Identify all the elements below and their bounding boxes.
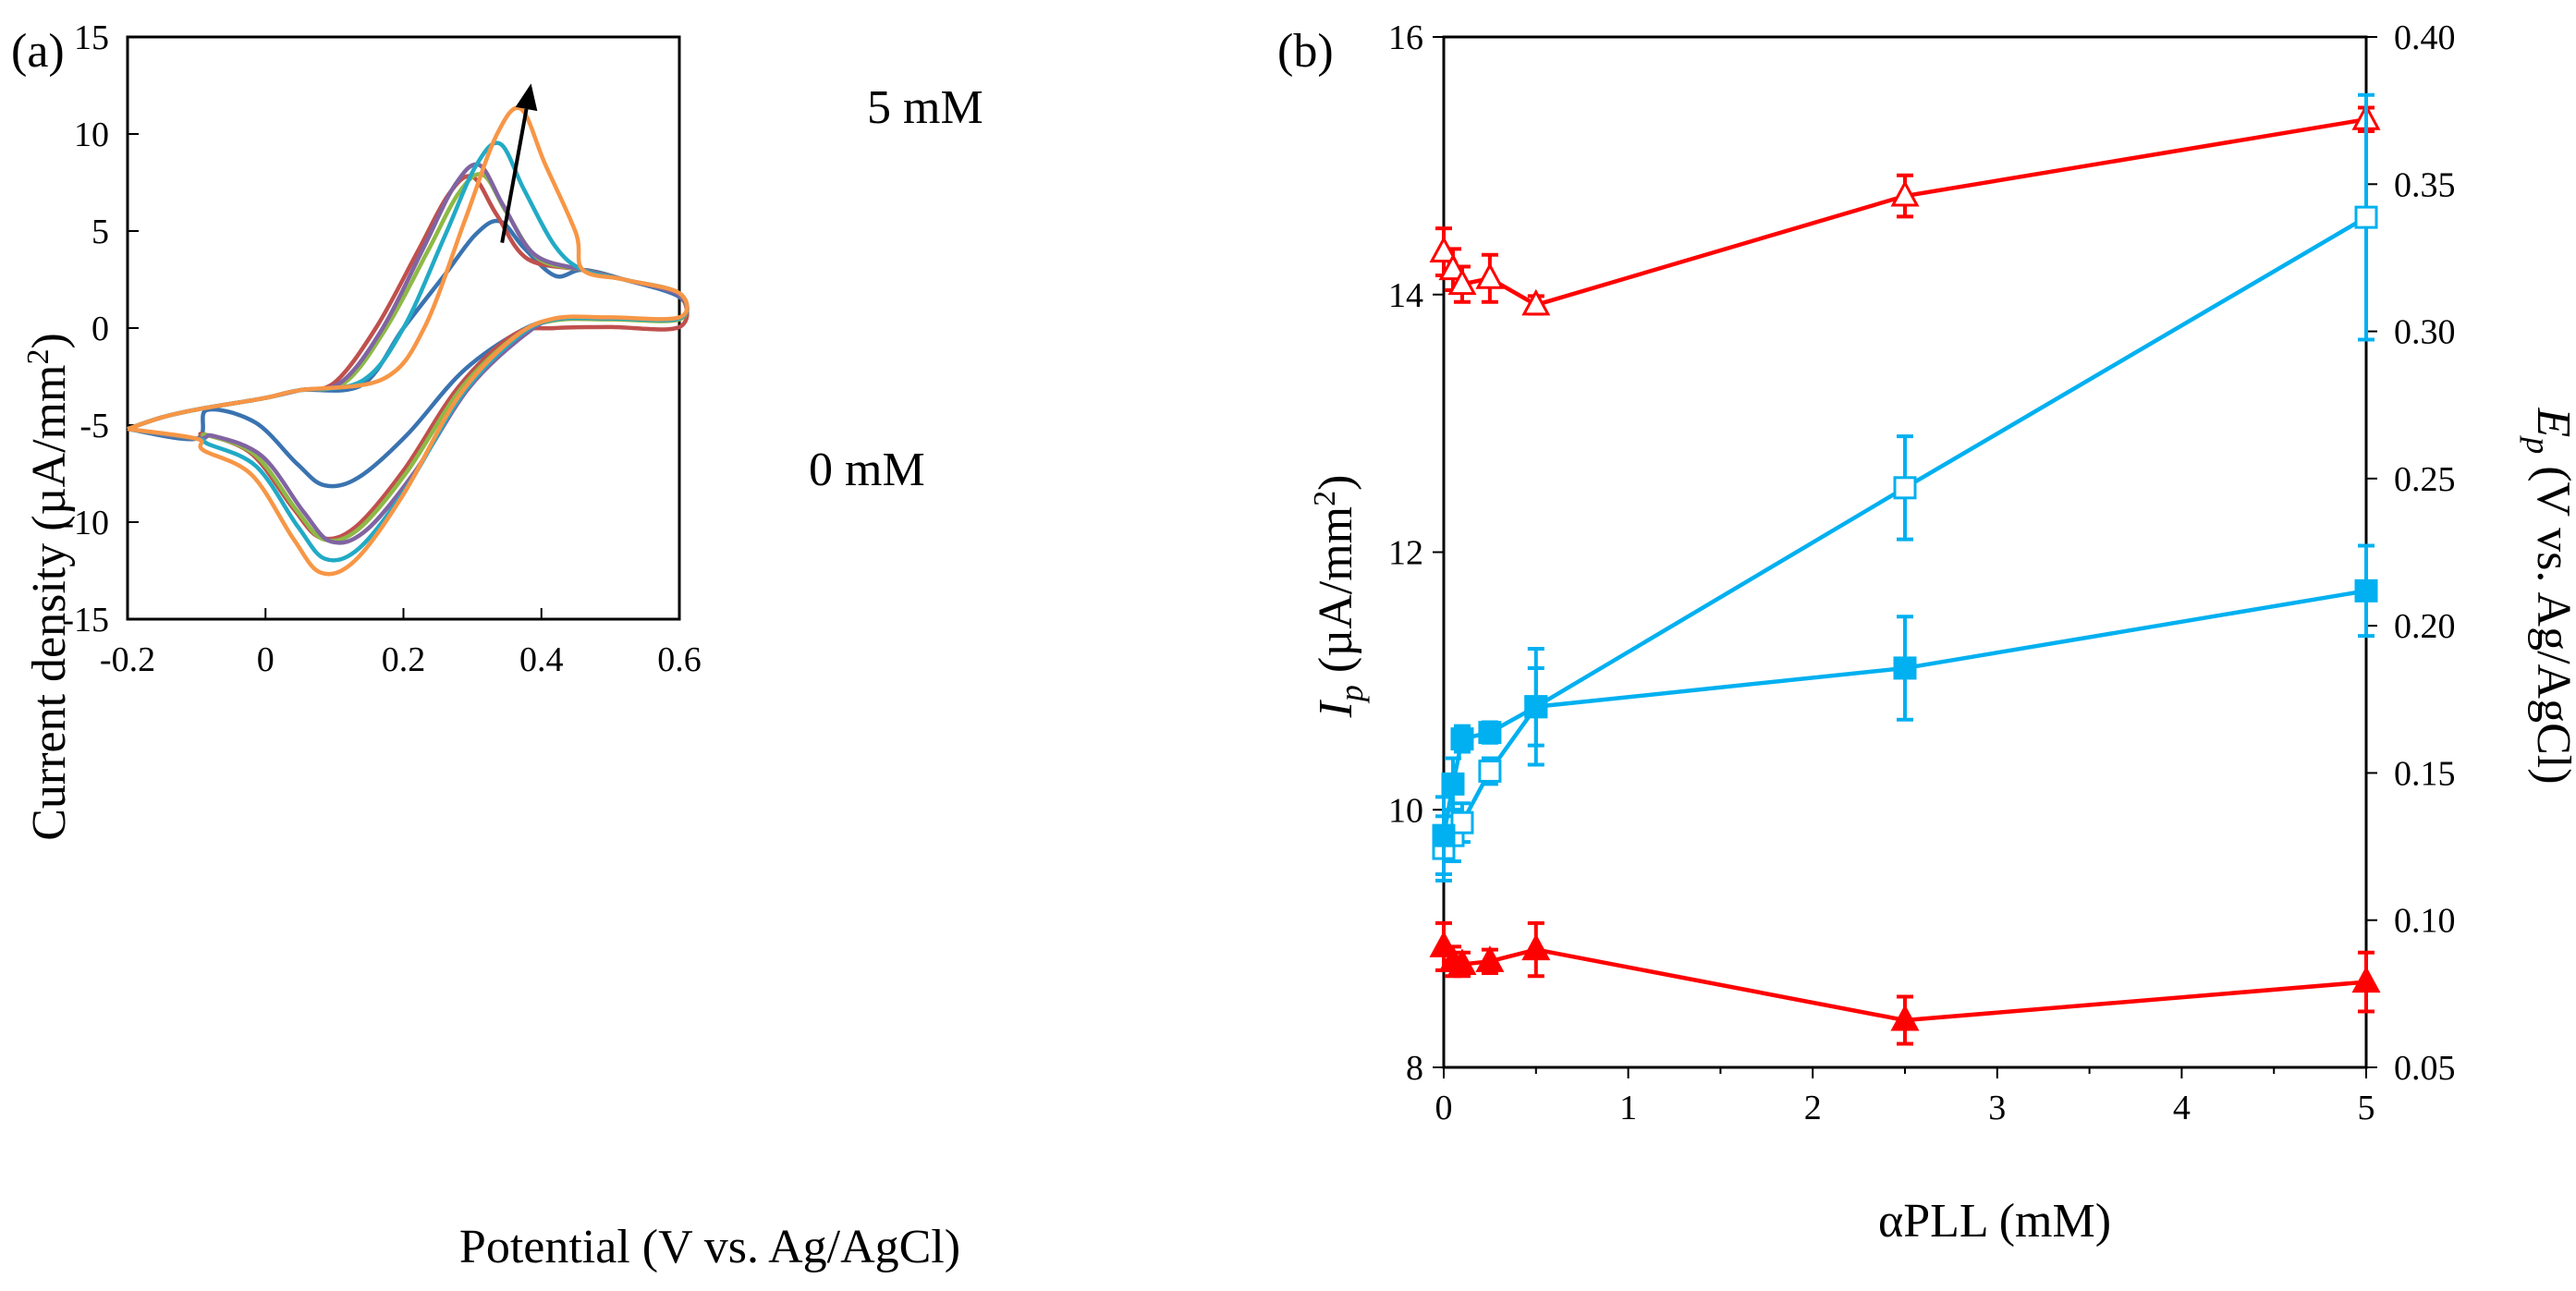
data-point-triangle	[2351, 966, 2381, 993]
panel-b-left-tick-label: 12	[1388, 534, 1423, 573]
data-point-square	[1893, 656, 1917, 680]
panel-a-y-tick-label: 15	[74, 18, 109, 57]
panel-a-y-tick-label: -5	[79, 407, 109, 445]
panel-b-left-tick-label: 10	[1388, 791, 1423, 830]
series-ep-reduction	[1429, 920, 2381, 1046]
panel-a-y-tick-labels: -15 -10 -5 0 5 10 15	[62, 18, 109, 639]
panel-a-x-axis-label: Potential (V vs. Ag/AgCl)	[459, 1221, 960, 1273]
cv-curve-5	[127, 105, 690, 577]
panel-b-right-tick-label: 0.05	[2394, 1049, 2456, 1088]
panel-b-right-tick-label: 0.20	[2394, 607, 2456, 646]
data-point-triangle	[1438, 253, 1468, 281]
panel-b-right-tick-label: 0.35	[2394, 165, 2456, 204]
panel-a-x-tick-labels: -0.2 0 0.2 0.4 0.6	[100, 640, 702, 679]
panel-b-left-tick-label: 14	[1388, 276, 1423, 315]
panel-a-x-tick-label: 0.2	[382, 640, 426, 679]
panel-a-arrow	[500, 83, 538, 243]
panel-b-left-tick-labels: 8 10 12 14 16	[1388, 18, 1423, 1088]
data-point-triangle	[1447, 948, 1477, 975]
panel-a-x-tick-label: 0.6	[657, 640, 702, 679]
panel-b-left-axis-label: Ip (µA/mm2)	[1308, 475, 1370, 719]
panel-a-y-axis-label: Current density (µA/mm2)	[21, 333, 76, 841]
panel-a-x-tick-label: 0	[257, 640, 275, 679]
data-point-triangle	[1890, 179, 1920, 207]
data-point-square	[1893, 476, 1917, 500]
panel-a-x-tick-label: -0.2	[100, 640, 155, 679]
panel-b-right-tick-label: 0.10	[2394, 902, 2456, 941]
annotation-0mM: 0 mM	[809, 444, 925, 496]
panel-b-x-tick-labels: 0 1 2 3 4 5	[1435, 1089, 2375, 1127]
data-point-triangle	[1475, 945, 1505, 972]
series-ip-reduction	[1432, 543, 2378, 876]
panel-b-right-tick-label: 0.40	[2394, 18, 2456, 57]
panel-a-y-tick-label: 0	[92, 310, 109, 348]
data-point-triangle	[1890, 1004, 1920, 1031]
data-point-triangle	[1521, 933, 1551, 961]
panel-b-label: (b)	[1277, 25, 1334, 78]
data-point-triangle	[1429, 236, 1459, 263]
panel-b-series	[1429, 92, 2381, 1046]
data-point-square	[1450, 810, 1474, 834]
panel-b-x-tick-label: 2	[1804, 1089, 1822, 1127]
panel-b-x-axis-label: αPLL (mM)	[1878, 1195, 2111, 1248]
data-point-square	[1432, 823, 1456, 847]
panel-b-right-tick-labels: 0.05 0.10 0.15 0.20 0.25 0.30 0.35 0.40	[2394, 18, 2456, 1088]
panel-b-right-tick-label: 0.25	[2394, 460, 2456, 499]
data-point-square	[2354, 579, 2378, 603]
panel-b-x-tick-label: 0	[1435, 1089, 1453, 1127]
panel-b-right-tick-label: 0.15	[2394, 754, 2456, 793]
data-point-square	[1441, 772, 1465, 796]
panel-a-curves	[127, 105, 690, 577]
panel-a-y-tick-label: -15	[62, 601, 109, 639]
data-point-square	[1450, 727, 1474, 751]
data-point-triangle	[1521, 288, 1551, 316]
panel-b-x-tick-label: 4	[2173, 1089, 2191, 1127]
panel-a-x-tick-label: 0.4	[519, 640, 564, 679]
cv-curve-4	[127, 140, 690, 563]
arrow-shaft	[500, 108, 529, 243]
data-point-triangle	[1447, 268, 1477, 296]
data-point-square	[2354, 205, 2378, 229]
panel-a-y-tick-label: -10	[62, 504, 109, 542]
panel-b-x-tick-label: 1	[1619, 1089, 1637, 1127]
data-point-square	[1524, 695, 1548, 719]
data-point-triangle	[1429, 931, 1459, 957]
data-point-square	[1478, 721, 1502, 745]
panel-b-left-tick-label: 16	[1388, 18, 1423, 57]
panel-b-x-tick-label: 5	[2358, 1089, 2375, 1127]
data-point-square	[1478, 759, 1502, 783]
panel-a-label: (a)	[11, 25, 65, 78]
panel-a-y-tick-label: 5	[92, 213, 109, 251]
panel-b-left-tick-label: 8	[1406, 1049, 1423, 1088]
annotation-5mM: 5 mM	[867, 81, 983, 134]
panel-b-x-tick-label: 3	[1988, 1089, 2006, 1127]
arrow-head	[515, 83, 538, 112]
panel-b-right-axis-label: Ep (V vs. Ag/AgCl)	[2520, 407, 2576, 784]
data-point-triangle	[1475, 262, 1505, 289]
panel-a-y-tick-label: 10	[74, 116, 109, 154]
panel-b-right-tick-label: 0.30	[2394, 313, 2456, 352]
panel-a: (a) -0.2 0 0.2 0.4 0.6 -15 -10 -5 0 5 10 15 5 mM 0…	[11, 18, 983, 1273]
series-ep-oxidation	[1429, 104, 2381, 316]
